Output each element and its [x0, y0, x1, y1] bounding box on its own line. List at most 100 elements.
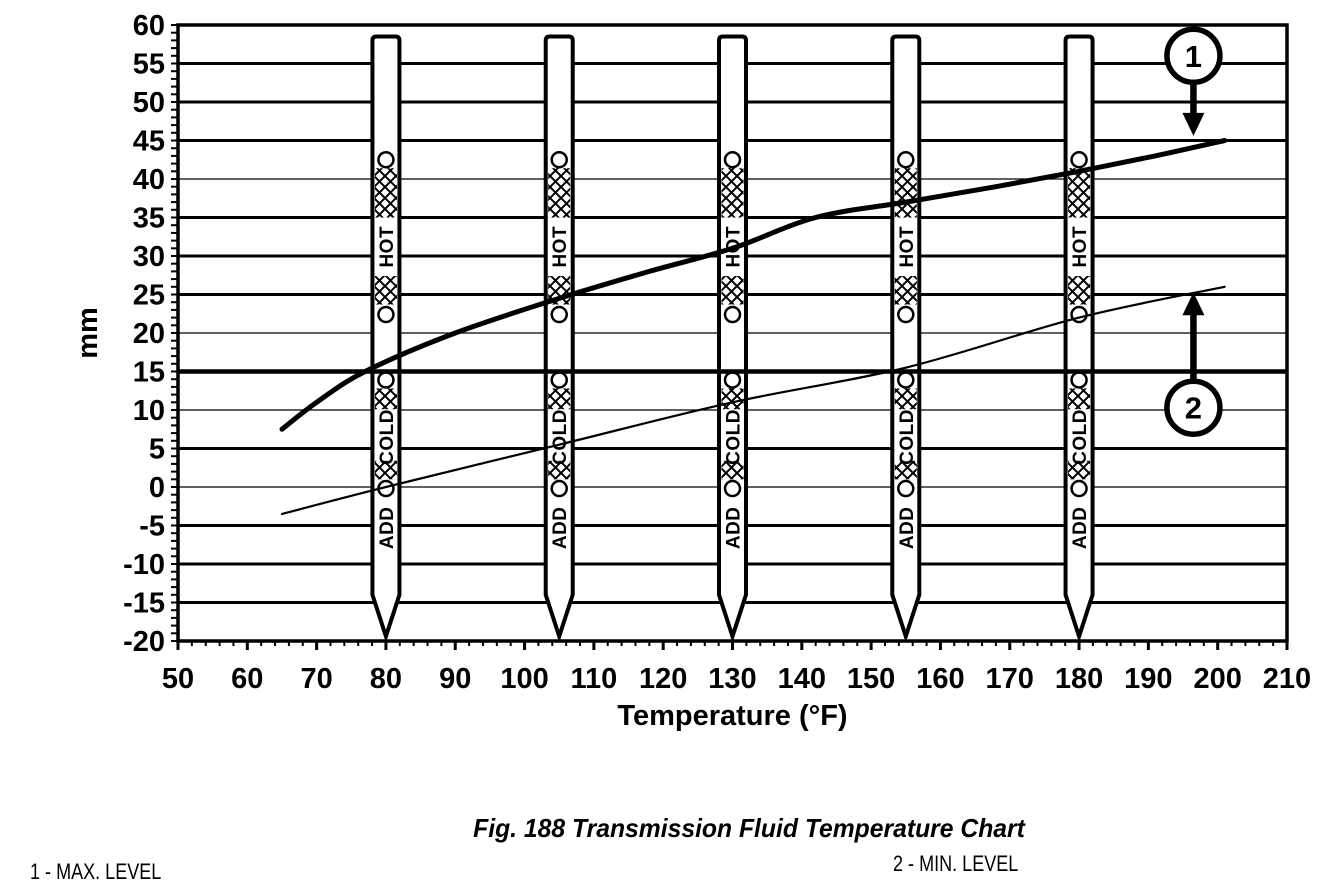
dipstick-hole — [723, 305, 742, 324]
x-tick-label: 90 — [439, 663, 471, 695]
dipstick-hatch-band — [1068, 460, 1091, 480]
dipstick-80f: HOT COLD ADD — [370, 34, 402, 643]
figure-caption: Fig. 188 Transmission Fluid Temperature … — [473, 813, 1025, 843]
y-tick-label: 5 — [149, 434, 165, 466]
dipstick-180f: HOT COLD ADD — [1063, 34, 1095, 643]
dipstick-105f: HOT COLD ADD — [543, 34, 575, 643]
dipstick-hatch-band — [374, 168, 397, 218]
y-tick-label: 40 — [133, 164, 165, 196]
dipstick-zone-label: HOT — [550, 226, 571, 268]
x-tick-label: 170 — [986, 663, 1034, 695]
dipstick-zone-label: HOT — [377, 226, 398, 268]
x-tick-label: 150 — [847, 663, 895, 695]
arrowhead-up-icon — [1182, 292, 1205, 316]
x-tick-label: 110 — [570, 663, 617, 695]
dipstick-hatch-band — [721, 168, 744, 218]
dipstick-hatch-band — [1068, 276, 1091, 305]
dipstick-hatch-band — [1068, 168, 1091, 218]
x-tick-label: 180 — [1055, 663, 1103, 695]
dipstick-hole — [1070, 371, 1088, 389]
x-tick-label: 70 — [300, 663, 332, 695]
dipstick-hole — [550, 305, 568, 324]
dipstick-zone-label: COLD — [377, 409, 398, 465]
callout-circle — [1164, 26, 1223, 86]
dipstick-hole — [377, 371, 395, 389]
x-axis-title: Temperature (°F) — [617, 700, 847, 732]
y-tick-label: 60 — [133, 10, 165, 42]
dipstick-zone-label: ADD — [897, 506, 918, 549]
dipstick-hatch-band — [721, 460, 744, 480]
dipstick-hatch-band — [894, 276, 917, 305]
y-tick-label: -15 — [123, 588, 165, 620]
dipstick-hole — [897, 151, 915, 169]
dipstick-hole — [550, 479, 568, 498]
dipstick-hatch-band — [548, 388, 571, 410]
dipstick-hole — [1070, 151, 1088, 169]
arrowhead-down-icon — [1182, 112, 1205, 136]
callout-number: 2 — [1185, 391, 1202, 426]
x-tick-labels: 50 60 70 80 90 100 110 120 130 140 150 160 170 180 190… — [162, 663, 1311, 695]
x-tick-label: 130 — [708, 663, 756, 695]
y-tick-label: 10 — [133, 395, 165, 427]
callout-1: 1 — [1164, 26, 1223, 136]
dipstick-hole — [723, 479, 742, 498]
x-tick-label: 120 — [639, 663, 687, 695]
dipstick-zone-label: ADD — [724, 506, 745, 549]
dipstick-zone-label: HOT — [897, 226, 918, 268]
dipstick-zone-label: COLD — [550, 409, 571, 465]
y-tick-label: 50 — [133, 87, 165, 119]
dipstick-hatch-band — [374, 460, 397, 480]
x-tick-label: 100 — [500, 663, 548, 695]
y-tick-label: 25 — [133, 280, 165, 312]
x-tick-label: 50 — [162, 663, 194, 695]
legend-item-min-level: 2 - MIN. LEVEL — [893, 851, 1019, 876]
x-tick-label: 140 — [778, 663, 826, 695]
dipstick-zone-label: HOT — [1070, 226, 1091, 268]
dipstick-hatch-band — [374, 388, 397, 410]
y-tick-label: -20 — [123, 626, 165, 658]
y-tick-label: 55 — [133, 49, 165, 81]
dipstick-zone-label: ADD — [377, 506, 398, 549]
max-level-curve — [279, 138, 1228, 432]
dipstick-hatch-band — [894, 168, 917, 218]
min-level-curve — [280, 285, 1226, 516]
dipstick-hole — [377, 151, 395, 169]
dipstick-zone-label: COLD — [724, 409, 745, 465]
dipstick-hatch-band — [374, 276, 397, 305]
dipstick-hole — [1070, 479, 1088, 498]
dipstick-hatch-band — [721, 276, 744, 305]
plot-frame — [176, 23, 1289, 643]
dipstick-hatch-band — [548, 168, 571, 218]
dipstick-zone-label: COLD — [897, 409, 918, 465]
legend-item-max-level: 1 - MAX. LEVEL — [30, 859, 162, 884]
callout-2: 2 — [1164, 292, 1223, 437]
axis-titles: Temperature (°F) mm — [72, 307, 848, 732]
callout-number: 1 — [1185, 39, 1202, 74]
dipstick-hole — [897, 305, 915, 324]
dipstick-hatch-band — [721, 388, 744, 410]
x-tick-label: 80 — [370, 663, 402, 695]
dipstick-hole — [550, 151, 568, 169]
dipstick-hole — [897, 371, 915, 389]
dipstick-hole — [723, 151, 742, 169]
x-tick-label: 200 — [1193, 663, 1241, 695]
y-tick-label: 45 — [133, 126, 165, 158]
y-tick-label: -5 — [139, 511, 165, 543]
dipstick-hole — [723, 371, 742, 389]
dipstick-zone-label: COLD — [1070, 409, 1091, 465]
dipstick-hatch-band — [1068, 388, 1091, 410]
dipstick-hatch-band — [894, 388, 917, 410]
y-tick-label: -10 — [123, 549, 165, 581]
callout-circle — [1164, 378, 1223, 437]
x-tick-label: 160 — [916, 663, 964, 695]
dipstick-hole — [377, 305, 395, 324]
dipstick-zone-label: ADD — [1070, 506, 1091, 549]
dipstick-zone-label: ADD — [550, 506, 571, 549]
dipstick-155f: HOT COLD ADD — [890, 34, 922, 643]
y-tick-label: 0 — [149, 472, 165, 504]
x-tick-label: 210 — [1263, 663, 1311, 695]
